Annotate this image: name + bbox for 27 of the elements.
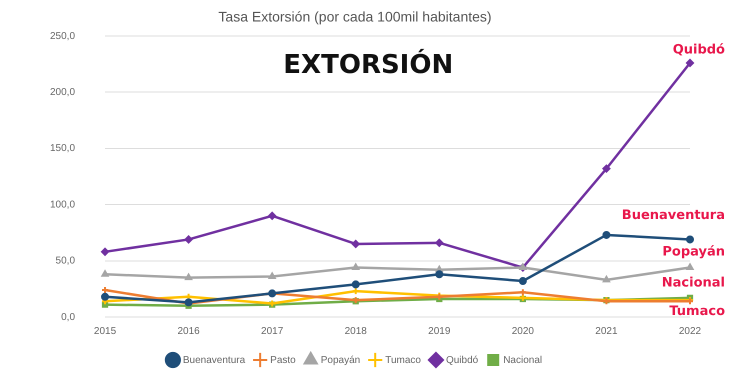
annotation: EXTORSIÓN [283, 48, 454, 80]
y-tick-label: 150,0 [50, 143, 76, 154]
x-tick-label: 2022 [678, 326, 702, 337]
legend-label: Quibdó [446, 354, 479, 366]
x-tick-label: 2017 [261, 326, 284, 337]
x-tick-label: 2020 [512, 326, 534, 337]
x-tick-label: 2021 [595, 326, 618, 337]
chart-title: Tasa Extorsión (por cada 100mil habitantes) [218, 8, 492, 24]
legend-label: Tumaco [385, 354, 422, 366]
x-tick-label: 2016 [177, 326, 200, 337]
legend-label: Buenaventura [182, 354, 246, 366]
annotation: Popayán [662, 244, 725, 260]
annotation: Buenaventura [622, 208, 725, 224]
annotation: Nacional [662, 276, 725, 291]
legend-label: Popayán [320, 354, 360, 366]
y-tick-label: 50,0 [56, 256, 76, 267]
y-tick-label: 200,0 [50, 86, 76, 98]
y-tick-label: 0,0 [61, 312, 76, 323]
y-tick-label: 100,0 [50, 199, 76, 210]
x-tick-label: 2019 [428, 326, 451, 337]
legend-label: Pasto [270, 354, 296, 366]
annotation: Quibdó [672, 42, 726, 58]
legend-label: Nacional [503, 354, 542, 366]
x-tick-label: 2018 [344, 326, 368, 337]
y-tick-label: 250,0 [50, 30, 76, 42]
x-tick-label: 2015 [94, 326, 117, 337]
annotation: Tumaco [669, 304, 726, 319]
